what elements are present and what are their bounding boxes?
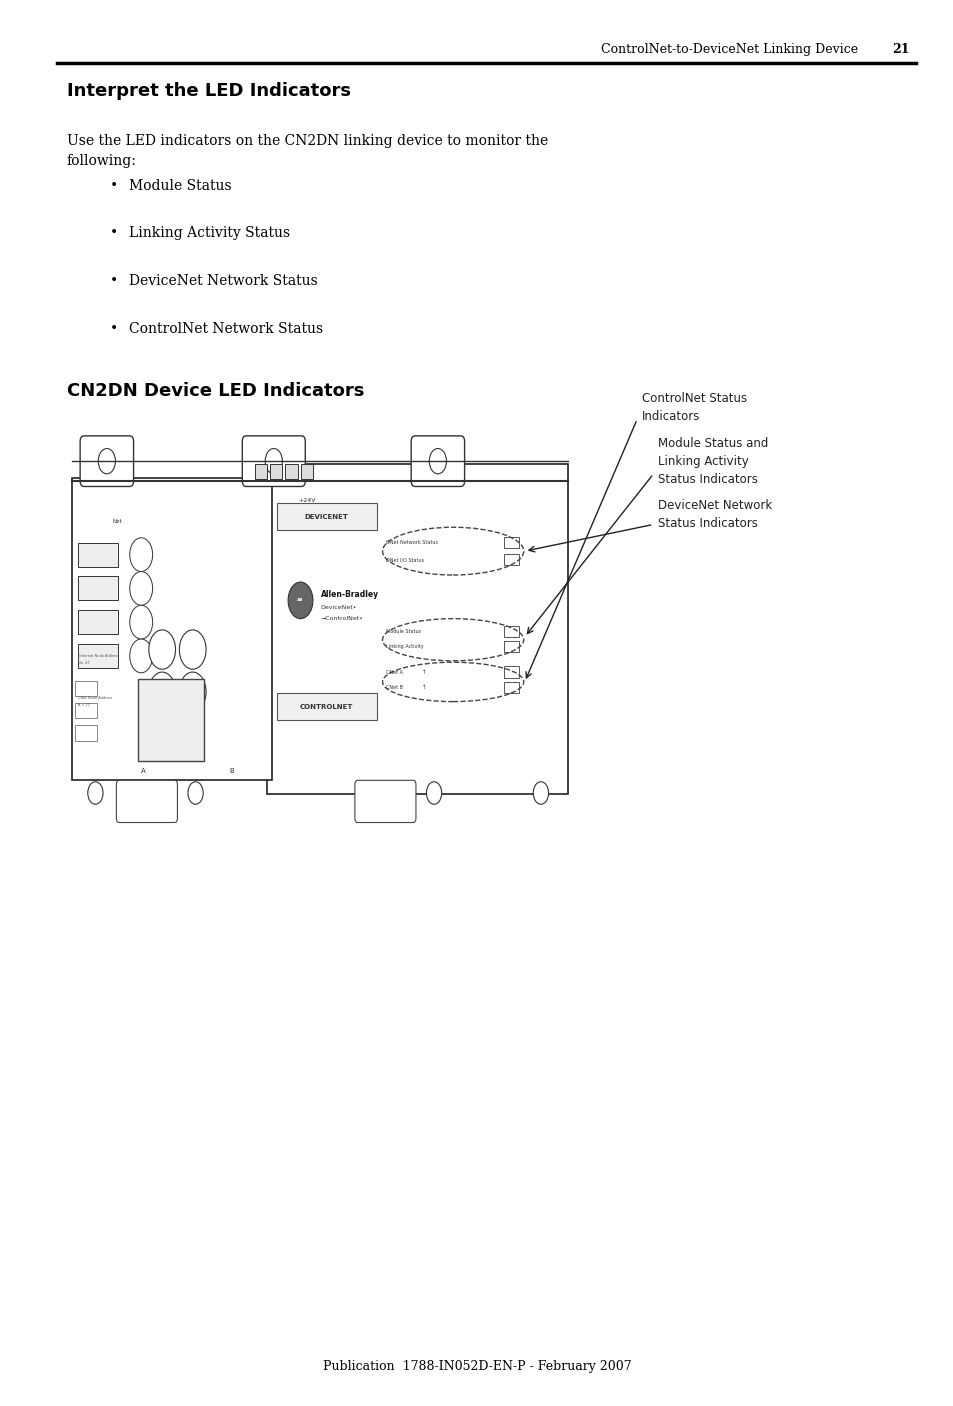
Text: Module Status: Module Status <box>129 179 232 193</box>
Bar <box>78 543 118 567</box>
Text: ↑: ↑ <box>421 685 426 690</box>
Bar <box>78 576 118 600</box>
Text: Interpret the LED Indicators: Interpret the LED Indicators <box>67 83 351 100</box>
Text: AB: AB <box>297 599 303 602</box>
Text: •: • <box>111 274 118 288</box>
Bar <box>78 610 118 634</box>
FancyBboxPatch shape <box>242 436 305 486</box>
Circle shape <box>149 630 175 669</box>
Text: DNet I/O Status: DNet I/O Status <box>386 557 424 562</box>
Text: Allen-Bradley: Allen-Bradley <box>320 591 378 599</box>
Bar <box>75 681 97 696</box>
FancyBboxPatch shape <box>355 780 416 823</box>
Text: Net: Net <box>112 519 122 524</box>
Text: Module Status and
Linking Activity
Status Indicators: Module Status and Linking Activity Statu… <box>658 437 768 485</box>
FancyBboxPatch shape <box>116 780 177 823</box>
Text: ControlNet-to-DeviceNet Linking Device: ControlNet-to-DeviceNet Linking Device <box>600 42 858 56</box>
Text: CNet Node Address: CNet Node Address <box>78 696 112 700</box>
Circle shape <box>98 449 115 474</box>
Text: B: B <box>229 768 233 775</box>
Text: CN2DN Device LED Indicators: CN2DN Device LED Indicators <box>67 382 364 399</box>
Circle shape <box>179 630 206 669</box>
Bar <box>503 626 518 637</box>
Circle shape <box>130 605 152 638</box>
Text: ControlNet Status
Indicators: ControlNet Status Indicators <box>641 392 746 423</box>
Text: ↑: ↑ <box>421 669 426 675</box>
Bar <box>254 464 267 479</box>
Text: CONTROLNET: CONTROLNET <box>299 704 353 710</box>
Bar <box>503 554 518 565</box>
Text: Linking Activity: Linking Activity <box>386 644 423 650</box>
Text: CNet B: CNet B <box>386 685 403 690</box>
Circle shape <box>533 782 548 804</box>
Bar <box>300 464 313 479</box>
Text: DeviceNet Network
Status Indicators: DeviceNet Network Status Indicators <box>658 499 772 530</box>
Bar <box>503 641 518 652</box>
Bar <box>503 666 518 678</box>
Circle shape <box>429 449 446 474</box>
Circle shape <box>130 571 152 605</box>
Text: Module Status: Module Status <box>386 628 421 634</box>
Text: A: A <box>141 768 146 775</box>
Bar <box>503 537 518 548</box>
Circle shape <box>130 638 152 672</box>
Text: DeviceNet•: DeviceNet• <box>320 605 356 610</box>
Bar <box>75 703 97 718</box>
Circle shape <box>188 782 203 804</box>
Bar <box>285 464 297 479</box>
Text: +24V: +24V <box>298 498 315 503</box>
FancyBboxPatch shape <box>276 693 376 720</box>
FancyBboxPatch shape <box>80 436 133 486</box>
FancyBboxPatch shape <box>138 679 204 761</box>
Text: CNet A: CNet A <box>386 669 403 675</box>
FancyBboxPatch shape <box>276 503 376 530</box>
FancyBboxPatch shape <box>71 478 272 780</box>
Text: DeviceNet Network Status: DeviceNet Network Status <box>129 274 317 288</box>
Circle shape <box>88 782 103 804</box>
Text: No. 47: No. 47 <box>78 661 90 665</box>
Circle shape <box>426 782 441 804</box>
Circle shape <box>288 582 313 619</box>
FancyBboxPatch shape <box>411 436 464 486</box>
Circle shape <box>149 672 175 711</box>
Circle shape <box>265 449 282 474</box>
Text: →ControlNet•: →ControlNet• <box>320 616 363 621</box>
Circle shape <box>179 672 206 711</box>
Text: •: • <box>111 322 118 336</box>
Text: 21: 21 <box>891 42 908 56</box>
Text: Ethernet Node Address: Ethernet Node Address <box>78 654 119 658</box>
Text: DEVICENET: DEVICENET <box>304 513 348 520</box>
Text: Use the LED indicators on the CN2DN linking device to monitor the
following:: Use the LED indicators on the CN2DN link… <box>67 134 547 169</box>
Bar <box>270 464 282 479</box>
Text: •: • <box>111 179 118 193</box>
Text: ControlNet Network Status: ControlNet Network Status <box>129 322 322 336</box>
Bar <box>78 644 118 668</box>
Text: Linking Activity Status: Linking Activity Status <box>129 226 290 240</box>
FancyBboxPatch shape <box>267 464 567 794</box>
Bar <box>75 725 97 741</box>
Text: •: • <box>111 226 118 240</box>
Text: DNet Network Status: DNet Network Status <box>386 540 438 546</box>
Text: Publication  1788-IN052D-EN-P - February 2007: Publication 1788-IN052D-EN-P - February … <box>322 1360 631 1374</box>
Bar <box>503 682 518 693</box>
Text: A = 11: A = 11 <box>78 703 91 707</box>
Circle shape <box>130 537 152 571</box>
